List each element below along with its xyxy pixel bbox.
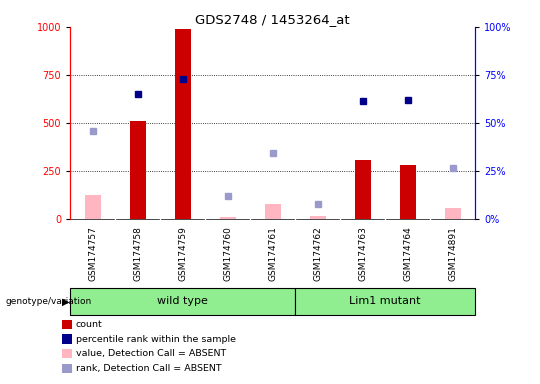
Text: GSM174891: GSM174891 — [448, 226, 457, 281]
Bar — [265, 204, 281, 219]
Text: genotype/variation: genotype/variation — [5, 297, 92, 306]
Text: GSM174764: GSM174764 — [403, 226, 412, 281]
Bar — [355, 161, 370, 219]
Bar — [310, 216, 326, 219]
Text: GSM174763: GSM174763 — [358, 226, 367, 281]
Text: GSM174762: GSM174762 — [313, 226, 322, 281]
Text: wild type: wild type — [157, 296, 208, 306]
Bar — [85, 195, 100, 219]
Text: count: count — [76, 320, 103, 329]
Text: percentile rank within the sample: percentile rank within the sample — [76, 334, 235, 344]
Title: GDS2748 / 1453264_at: GDS2748 / 1453264_at — [195, 13, 350, 26]
Text: GSM174759: GSM174759 — [178, 226, 187, 281]
Bar — [130, 121, 146, 219]
Text: value, Detection Call = ABSENT: value, Detection Call = ABSENT — [76, 349, 226, 358]
Bar — [295, 288, 475, 315]
Text: GSM174761: GSM174761 — [268, 226, 277, 281]
Text: GSM174757: GSM174757 — [88, 226, 97, 281]
Bar — [175, 29, 191, 219]
Bar — [445, 208, 461, 219]
Bar — [220, 217, 235, 219]
Bar — [70, 288, 295, 315]
Text: rank, Detection Call = ABSENT: rank, Detection Call = ABSENT — [76, 364, 221, 373]
Bar — [400, 165, 416, 219]
Text: GSM174760: GSM174760 — [223, 226, 232, 281]
Text: ▶: ▶ — [62, 296, 70, 306]
Text: GSM174758: GSM174758 — [133, 226, 142, 281]
Text: Lim1 mutant: Lim1 mutant — [349, 296, 421, 306]
